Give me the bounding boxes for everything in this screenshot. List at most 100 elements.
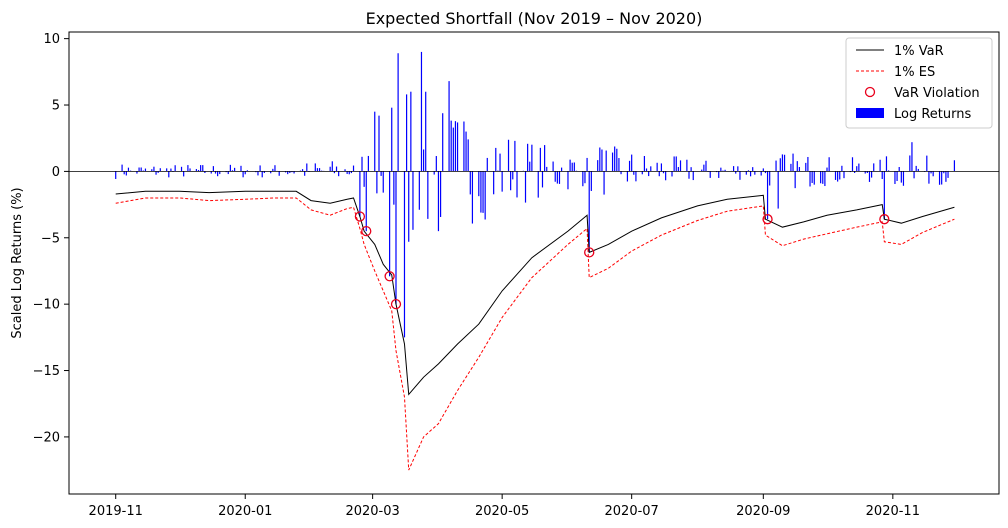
return-bar xyxy=(231,170,234,172)
return-bar xyxy=(626,171,629,182)
x-tick-label: 2020-09 xyxy=(736,504,790,519)
return-bar xyxy=(335,166,338,172)
return-bar xyxy=(752,167,754,172)
return-bar xyxy=(166,168,168,172)
return-bar xyxy=(915,165,917,172)
return-bar xyxy=(546,166,548,172)
return-bar xyxy=(679,160,682,172)
legend-label-violation: VaR Violation xyxy=(894,86,980,101)
return-bar xyxy=(452,127,454,172)
return-bar xyxy=(732,166,735,172)
return-bar xyxy=(871,171,873,178)
return-bar xyxy=(136,171,138,174)
return-bar xyxy=(389,171,391,277)
return-bar xyxy=(737,166,739,172)
return-bar xyxy=(611,152,614,172)
return-bar xyxy=(539,147,541,172)
return-bar xyxy=(484,171,486,220)
var-violation-point xyxy=(361,225,372,237)
var-violation-point xyxy=(390,299,402,310)
return-bar xyxy=(932,171,934,177)
x-tick-label: 2020-07 xyxy=(605,504,659,519)
return-bar xyxy=(588,171,590,253)
return-bar xyxy=(828,157,830,172)
return-bar xyxy=(144,168,147,172)
axes-frame xyxy=(68,31,1000,495)
return-bar xyxy=(427,171,429,219)
return-bar xyxy=(720,167,722,172)
return-bar xyxy=(552,161,554,172)
return-bar xyxy=(408,171,410,242)
legend-swatch-violation xyxy=(864,86,876,98)
return-bar xyxy=(197,169,200,172)
return-bar xyxy=(902,171,905,186)
return-bar xyxy=(807,156,809,172)
return-bar xyxy=(439,171,442,217)
return-bar xyxy=(242,171,244,178)
y-axis: −20 −15 −10 −5 0 5 10 xyxy=(33,32,69,445)
return-bar xyxy=(677,167,679,172)
return-bar xyxy=(293,171,295,174)
return-bar xyxy=(448,81,450,172)
return-bar xyxy=(406,94,408,172)
return-bar xyxy=(690,167,692,172)
return-bar xyxy=(660,163,662,172)
x-tick-label: 2020-05 xyxy=(475,504,529,519)
return-bar xyxy=(363,171,365,187)
return-bar xyxy=(270,171,272,174)
return-bar xyxy=(463,121,465,172)
x-axis: 2019-11 2020-01 2020-03 2020-05 2020-07 2020-… xyxy=(89,494,920,519)
return-bar xyxy=(701,169,703,172)
return-bar xyxy=(456,122,459,172)
return-bar xyxy=(333,171,336,174)
return-bar xyxy=(537,171,539,198)
return-bar xyxy=(437,171,440,232)
return-bar xyxy=(244,171,246,175)
return-bar xyxy=(561,167,563,172)
return-bar xyxy=(754,171,756,175)
return-bar xyxy=(465,131,467,172)
return-bar xyxy=(686,159,688,172)
return-bar xyxy=(127,167,130,172)
return-bar xyxy=(926,155,928,172)
return-bar xyxy=(633,171,635,175)
return-bar xyxy=(214,171,217,174)
return-bar xyxy=(301,169,304,172)
return-bar xyxy=(425,91,427,172)
return-bar xyxy=(510,171,512,191)
return-bar xyxy=(896,171,898,181)
return-bar xyxy=(645,168,648,172)
return-bar xyxy=(941,171,943,185)
return-bar xyxy=(866,171,868,174)
return-bar xyxy=(597,160,599,172)
return-bar xyxy=(868,171,871,182)
return-bar xyxy=(885,156,888,172)
return-bar xyxy=(917,168,919,172)
return-bar xyxy=(287,171,289,175)
return-bar xyxy=(183,171,185,177)
return-bar xyxy=(155,171,157,175)
y-tick-label: 10 xyxy=(43,32,60,47)
return-bar xyxy=(516,171,518,198)
return-bar xyxy=(454,121,457,172)
return-bar xyxy=(382,171,384,193)
return-bar xyxy=(272,168,274,172)
return-bar xyxy=(376,171,378,194)
return-bar xyxy=(229,164,231,172)
return-bar xyxy=(947,171,949,178)
return-bar xyxy=(316,168,319,172)
return-bar xyxy=(365,171,367,232)
return-bar xyxy=(529,161,531,172)
return-bar xyxy=(582,171,584,187)
return-bar xyxy=(234,167,236,172)
return-bar xyxy=(665,171,667,181)
return-bar xyxy=(777,171,779,209)
return-bar xyxy=(718,171,720,178)
return-bar xyxy=(945,171,947,182)
return-bar xyxy=(671,171,673,177)
return-bar xyxy=(735,171,737,174)
return-bar xyxy=(569,159,571,172)
return-bar xyxy=(643,156,646,172)
return-bar xyxy=(599,147,601,172)
